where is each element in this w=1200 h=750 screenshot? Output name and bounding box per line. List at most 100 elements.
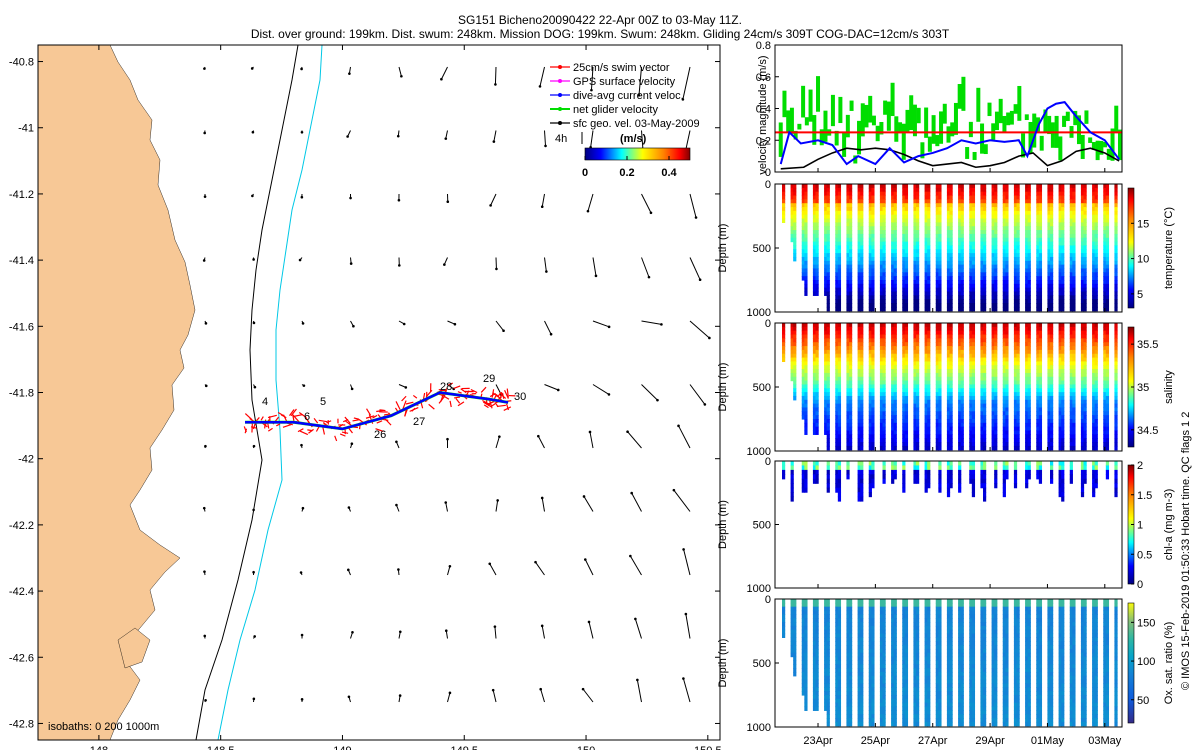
- section-sample: [980, 191, 984, 197]
- section-sample: [804, 483, 808, 489]
- section-sample: [812, 260, 817, 266]
- section-sample: [1061, 399, 1065, 405]
- section-sample: [969, 438, 973, 443]
- section-sample: [1002, 184, 1006, 189]
- section-sample: [913, 442, 917, 447]
- section-sample: [994, 233, 998, 239]
- colorbar-tick-label: 15: [1137, 218, 1149, 230]
- section-sample: [782, 323, 786, 328]
- x-tick-label: 148: [90, 745, 108, 750]
- section-sample: [801, 474, 805, 480]
- section-sample: [916, 376, 920, 382]
- section-sample: [891, 280, 895, 285]
- section-sample: [1036, 461, 1040, 467]
- section-sample: [826, 306, 830, 312]
- section-sample: [793, 226, 797, 231]
- section-sample: [902, 372, 906, 378]
- section-sample: [882, 218, 886, 223]
- section-sample: [1036, 272, 1040, 277]
- section-sample: [1050, 403, 1054, 409]
- section-sample: [1092, 199, 1096, 204]
- section-sample: [860, 478, 864, 484]
- section-sample: [1047, 253, 1051, 258]
- section-sample: [879, 260, 884, 266]
- section-sample: [991, 323, 995, 328]
- y-tick-label: -41.4: [9, 255, 34, 267]
- section-sample: [1103, 214, 1107, 220]
- scale-label: 4h: [555, 133, 567, 145]
- section-sample: [1083, 442, 1087, 447]
- section-sample: [924, 214, 928, 220]
- section-sample: [882, 272, 886, 277]
- section-sample: [882, 237, 886, 243]
- section-sample: [812, 241, 817, 247]
- section-sample: [868, 461, 872, 467]
- section-sample: [916, 442, 920, 447]
- section-sample: [913, 380, 917, 386]
- section-sample: [782, 461, 786, 467]
- section-sample: [1016, 349, 1020, 355]
- section-sample: [846, 214, 850, 220]
- section-sample: [983, 203, 987, 208]
- section-sample: [994, 291, 998, 296]
- section-sample: [1092, 426, 1096, 432]
- section-sample: [804, 191, 808, 197]
- section-sample: [969, 346, 973, 351]
- section-sample: [1027, 245, 1031, 250]
- section-sample: [801, 346, 805, 351]
- section-sample: [815, 376, 819, 382]
- section-sample: [1061, 361, 1065, 366]
- section-sample: [916, 338, 920, 343]
- section-sample: [983, 334, 987, 339]
- section-sample: [804, 222, 808, 227]
- section-sample: [1002, 299, 1006, 304]
- section-sample: [1092, 323, 1096, 328]
- section-sample: [891, 184, 895, 189]
- section-sample: [1016, 403, 1020, 409]
- track-label: 26: [374, 429, 386, 441]
- section-sample: [882, 249, 886, 254]
- section-sample: [812, 334, 817, 339]
- section-sample: [1061, 249, 1065, 254]
- section-sample: [879, 253, 884, 258]
- section-sample: [1047, 403, 1051, 409]
- net-glider-bar: [1028, 121, 1033, 154]
- geo-velocity-arrow-head: [556, 388, 560, 392]
- section-sample: [882, 380, 886, 386]
- section-sample: [868, 276, 872, 281]
- section-sample: [1061, 478, 1065, 484]
- section-sample: [826, 422, 830, 428]
- section-sample: [882, 256, 886, 262]
- section-sample: [790, 648, 794, 654]
- section-sample: [879, 422, 884, 428]
- section-sample: [902, 191, 906, 197]
- section-sample: [893, 264, 897, 270]
- section-sample: [958, 241, 962, 247]
- swim-vector: [457, 391, 462, 394]
- section-sample: [826, 434, 830, 439]
- section-sample: [837, 260, 842, 266]
- section-sample: [1105, 474, 1110, 480]
- section-sample: [782, 465, 786, 471]
- geo-velocity-arrow-head: [301, 322, 305, 325]
- section-sample: [826, 303, 830, 308]
- section-sample: [860, 249, 864, 254]
- section-sample: [949, 426, 953, 432]
- section-sample: [871, 326, 875, 332]
- section-sample: [1050, 469, 1054, 475]
- section-sample: [804, 376, 808, 382]
- section-sample: [924, 295, 928, 300]
- section-sample: [994, 474, 998, 480]
- section-sample: [991, 184, 995, 189]
- section-sample: [1027, 465, 1031, 471]
- section-sample: [1005, 338, 1009, 343]
- section-sample: [849, 411, 853, 416]
- section-sample: [1103, 253, 1107, 258]
- section-sample: [1050, 230, 1054, 235]
- section-sample: [826, 656, 830, 662]
- section-sample: [868, 295, 872, 300]
- section-sample: [1002, 249, 1006, 254]
- section-sample: [1103, 249, 1107, 254]
- section-sample: [946, 222, 951, 227]
